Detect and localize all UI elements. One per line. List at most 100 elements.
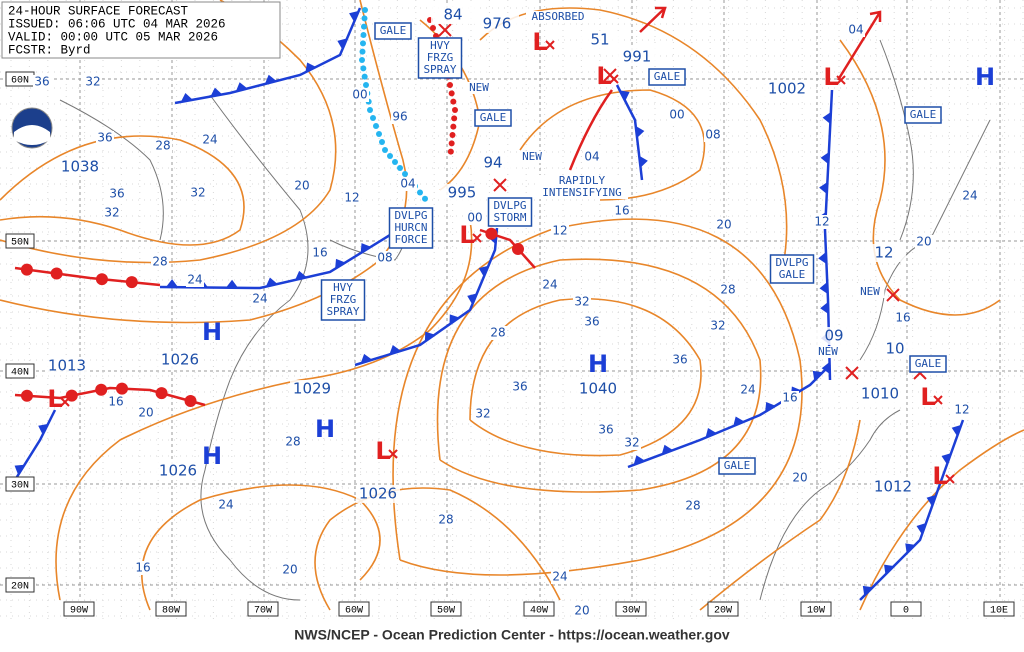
central-pressure: 1012 (874, 478, 912, 496)
isobar (141, 484, 381, 611)
ice-edge-dot (387, 153, 393, 159)
ice-edge-dot (422, 195, 428, 202)
note-box (909, 355, 947, 373)
lon-label: 60W (345, 606, 363, 617)
isobar-label-bg (108, 187, 126, 201)
new-position-x (845, 366, 859, 380)
note-line: NEW (522, 150, 542, 163)
note-box (417, 37, 463, 79)
low-center: L (920, 383, 935, 411)
ice-edge-dot (402, 171, 408, 177)
lon-label: 10E (990, 606, 1008, 617)
central-pressure: 94 (483, 154, 502, 172)
cold-front-barb (389, 345, 401, 355)
boxed-note-line: GALE (910, 108, 937, 121)
boxed-note-line: FRZG (427, 51, 454, 64)
central-pressure: 1026 (159, 462, 197, 480)
pressure-bg (471, 154, 515, 172)
ice-edge-dot (361, 15, 368, 22)
isobar-label: 12 (954, 403, 969, 417)
pressure-bg (356, 485, 400, 503)
isobar-label: 16 (782, 391, 797, 405)
isobar (0, 0, 408, 324)
isobar (436, 258, 762, 493)
cold-front-barb (180, 92, 193, 102)
cold-front (159, 233, 391, 290)
logo-wave (14, 125, 50, 145)
isobar-label: 32 (574, 295, 589, 309)
cold-front-barb (661, 444, 673, 455)
low-center: L (823, 63, 838, 91)
lon-label: 20W (714, 606, 732, 617)
lat-label-box (5, 233, 35, 249)
isobar-label: 00 (352, 88, 367, 102)
isobar-label-bg (953, 403, 971, 417)
occlusion-dot (448, 90, 455, 97)
occlusion-dot (448, 140, 455, 147)
boxed-note-line: DVLPG (775, 256, 808, 269)
cold-front-barb (265, 277, 278, 287)
movement-arrow (568, 89, 614, 171)
isobar (699, 419, 861, 611)
cold-front-barb (821, 362, 830, 375)
cold-front-barb (819, 182, 828, 195)
coastline (879, 39, 914, 241)
pressure-bg (440, 184, 484, 202)
footer: NWS/NCEP - Ocean Prediction Center - htt… (294, 627, 730, 643)
note-box (769, 254, 815, 284)
boxed-note-line: SPRAY (423, 63, 456, 76)
isobar-label: 16 (312, 246, 327, 260)
isobar (0, 0, 337, 264)
high-center: H (202, 442, 222, 470)
warm-front-bump (115, 382, 128, 395)
central-pressure: 10 (885, 340, 904, 358)
occlusion-dot (452, 107, 458, 113)
cold-front-barb (335, 258, 346, 269)
cold-front-barb (235, 82, 248, 92)
cold-front-barb (633, 455, 645, 465)
ice-edge-dot (359, 57, 365, 63)
isobar-label: 24 (187, 273, 202, 287)
isobar-label: 32 (85, 75, 100, 89)
isobar-label: 04 (400, 177, 415, 191)
central-pressure: 1013 (48, 357, 86, 375)
isobar-label: 24 (542, 278, 557, 292)
cold-front-barb (820, 302, 829, 315)
lon-label-box (800, 601, 832, 617)
central-pressure: 1026 (359, 485, 397, 503)
lat-label-box (5, 476, 35, 492)
boxed-note-line: SPRAY (326, 305, 359, 318)
lon-label-box (615, 601, 647, 617)
pressure-bg (475, 15, 519, 33)
central-pressure: 1038 (61, 158, 99, 176)
boxed-note-line: DVLPG (493, 199, 526, 212)
boxed-note-line: HVY (333, 281, 353, 294)
warm-front-bump (125, 276, 138, 289)
isobar-label: 16 (108, 395, 123, 409)
isobar-label: 96 (392, 110, 407, 124)
isobar-label-bg (201, 133, 219, 147)
occlusion-dot (449, 132, 456, 138)
new-position-x (438, 23, 452, 37)
isobar (469, 297, 702, 457)
noaa-logo (11, 107, 53, 149)
pressure-bg (431, 6, 475, 24)
cold-front-barb (305, 62, 317, 73)
ice-edge-dot (397, 165, 403, 171)
isobar-label-bg (597, 423, 615, 437)
isobar-label: 24 (962, 189, 977, 203)
header-line: 24-HOUR SURFACE FORECAST (8, 4, 189, 18)
note-box (474, 109, 512, 127)
isobar-label-bg (613, 204, 631, 218)
isobar-label-bg (671, 353, 689, 367)
low-center: L (932, 462, 947, 490)
lon-label: 30W (622, 606, 640, 617)
isobar-label-bg (668, 108, 686, 122)
lat-label: 50N (11, 238, 29, 249)
cold-front-barb (884, 564, 894, 575)
isobar-label-bg (489, 326, 507, 340)
isobar-label: 32 (104, 206, 119, 220)
central-pressure: 1010 (861, 385, 899, 403)
isobar-label: 36 (512, 380, 527, 394)
